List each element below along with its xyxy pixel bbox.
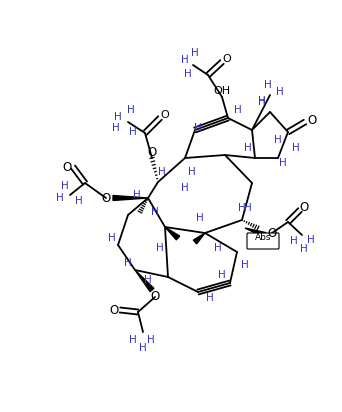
Text: H: H [194,123,202,133]
Text: H: H [279,158,287,168]
Text: H: H [181,183,189,193]
Text: OH: OH [213,86,231,96]
Polygon shape [113,196,148,201]
Text: H: H [108,233,116,243]
Text: H: H [206,293,214,303]
Text: H: H [218,270,226,280]
Text: H: H [307,235,315,245]
Text: O: O [307,113,317,126]
Text: H: H [241,260,249,270]
Text: H: H [258,96,266,106]
Text: H: H [258,97,266,107]
Text: O: O [109,304,119,316]
Text: H: H [75,196,83,206]
Text: H: H [196,213,204,223]
Text: H: H [156,243,164,253]
Text: Abs: Abs [255,232,271,241]
Text: H: H [61,181,69,191]
Text: H: H [244,203,252,213]
Text: H: H [234,105,242,115]
Polygon shape [193,233,205,244]
Text: H: H [300,244,308,254]
Text: O: O [267,227,277,239]
Text: O: O [62,161,71,173]
Text: O: O [150,290,160,304]
Text: H: H [144,275,152,285]
Text: H: H [56,193,64,203]
Text: H: H [292,143,300,153]
FancyBboxPatch shape [247,233,279,249]
Text: H: H [244,143,252,153]
Text: H: H [133,190,141,200]
Text: O: O [223,54,232,64]
Text: H: H [124,258,132,268]
Text: H: H [147,335,155,345]
Text: H: H [290,236,298,246]
Text: O: O [299,201,308,213]
Text: H: H [264,80,272,90]
Text: O: O [147,145,157,159]
Polygon shape [135,270,154,292]
Text: H: H [127,105,135,115]
Text: H: H [188,167,196,177]
Text: H: H [139,343,147,353]
Text: H: H [181,55,189,65]
Text: H: H [151,207,159,217]
Text: H: H [191,48,199,58]
Text: O: O [101,192,110,204]
Text: O: O [161,110,169,120]
Text: H: H [184,69,192,79]
Text: H: H [214,243,222,253]
Polygon shape [165,227,180,240]
Text: H: H [129,127,137,137]
Text: H: H [114,112,122,122]
Text: H: H [274,135,282,145]
Text: H: H [276,87,284,97]
Text: H: H [238,203,246,213]
Text: H: H [112,123,120,133]
Polygon shape [245,228,266,237]
Text: H: H [129,335,137,345]
Text: H: H [158,167,166,177]
